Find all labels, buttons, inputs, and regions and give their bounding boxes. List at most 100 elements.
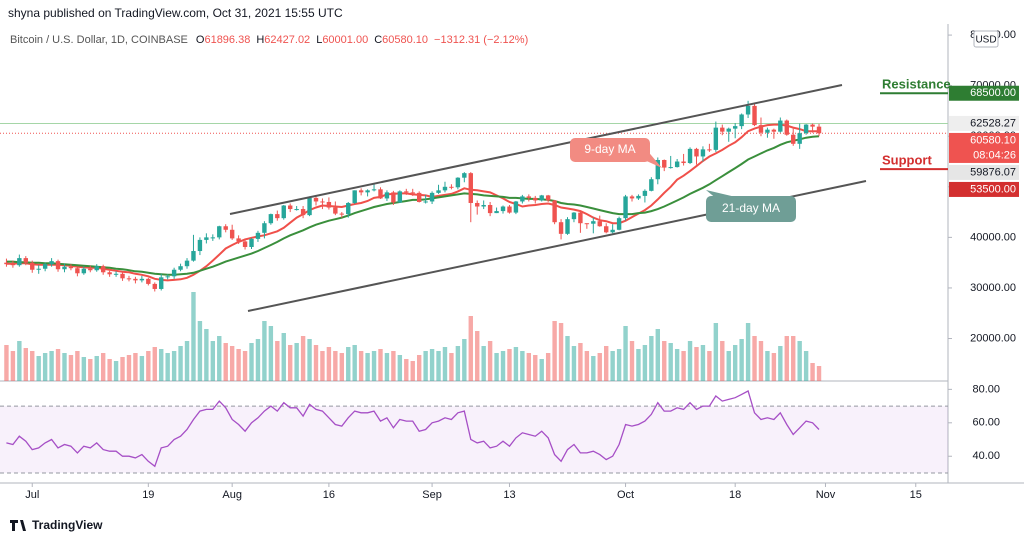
ohlc-value: 60001.00 xyxy=(322,34,368,46)
candle-body xyxy=(165,276,170,278)
volume-bar xyxy=(745,323,751,381)
candle-body xyxy=(810,124,815,127)
volume-bar xyxy=(442,347,448,381)
volume-bar xyxy=(571,346,577,381)
rsi-tick-label: 40.00 xyxy=(972,450,1000,462)
volume-bar xyxy=(642,345,648,381)
candle-body xyxy=(674,161,680,168)
volume-bar xyxy=(436,351,441,381)
volume-bar xyxy=(236,349,241,381)
candle-body xyxy=(681,161,686,164)
logo-icon xyxy=(10,520,26,531)
candle-body xyxy=(816,126,822,134)
candle-body xyxy=(159,277,164,289)
candle-body xyxy=(726,128,731,132)
candle-body xyxy=(397,191,403,203)
volume-bar xyxy=(604,346,609,381)
volume-bar xyxy=(165,353,170,381)
volume-bar xyxy=(455,346,461,381)
volume-bar xyxy=(320,351,325,381)
candle-body xyxy=(204,237,209,240)
candle-body xyxy=(249,238,254,247)
candle-body xyxy=(610,229,615,233)
volume-bar xyxy=(42,353,48,381)
candle-body xyxy=(578,212,583,224)
publisher: shyna published on TradingView.com, Oct … xyxy=(8,6,343,20)
volume-bar xyxy=(365,353,370,381)
candle-body xyxy=(442,186,448,191)
candle-body xyxy=(642,190,648,196)
volume-bar xyxy=(539,359,544,381)
volume-bar xyxy=(197,321,203,381)
volume-bar xyxy=(681,351,686,381)
volume-bar xyxy=(268,326,274,381)
volume-bar xyxy=(281,333,286,381)
price-tag xyxy=(949,164,1019,180)
volume-bar xyxy=(591,356,596,381)
symbol: Bitcoin / U.S. Dollar, 1D, COINBASE xyxy=(10,34,188,46)
price-tag-label: 08:04:26 xyxy=(973,149,1016,161)
x-tick-label: Sep xyxy=(422,489,442,501)
y-tick-label: 40000.00 xyxy=(970,231,1016,243)
volume-bar xyxy=(462,339,467,381)
candle-body xyxy=(513,201,519,213)
price-tag xyxy=(949,85,1019,101)
volume-bar xyxy=(107,359,112,381)
volume-bar xyxy=(429,349,435,381)
volume-bar xyxy=(352,345,357,381)
volume-bar xyxy=(475,331,480,381)
annotation-box xyxy=(570,138,650,162)
candle-body xyxy=(365,190,370,193)
price-tag-label: 60580.10 xyxy=(970,134,1016,146)
volume-bar xyxy=(178,346,183,381)
volume-bar xyxy=(520,351,525,381)
candle-body xyxy=(423,201,428,203)
candle-body xyxy=(217,226,222,238)
candle-body xyxy=(449,186,454,188)
volume-bar xyxy=(307,339,312,381)
candle-body xyxy=(797,133,802,144)
candle-body xyxy=(75,268,80,274)
candle-body xyxy=(436,190,441,193)
volume-bar xyxy=(23,348,28,381)
footer-logo: TradingView xyxy=(10,518,103,532)
volume-bar xyxy=(797,341,802,381)
ma-annotation: 21-day MA xyxy=(706,190,796,222)
volume-bar xyxy=(313,345,319,381)
volume-bar xyxy=(732,345,738,381)
volume-bar xyxy=(810,363,815,381)
candle-body xyxy=(494,211,499,214)
candle-body xyxy=(307,197,312,216)
volume-bar xyxy=(346,347,351,381)
volume-bar xyxy=(10,351,16,381)
volume-bar xyxy=(191,292,196,381)
candle-body xyxy=(68,266,74,269)
candle-body xyxy=(468,173,473,203)
ohlc-value: 62427.02 xyxy=(264,34,310,46)
annotation-text: 9-day MA xyxy=(584,142,635,156)
candle-body xyxy=(429,192,435,202)
candle-body xyxy=(146,278,151,284)
candle-body xyxy=(139,278,145,281)
volume-bar xyxy=(778,346,783,381)
candle-body xyxy=(784,120,789,135)
candle-body xyxy=(539,195,544,201)
candle-body xyxy=(55,261,61,270)
candle-body xyxy=(42,264,48,269)
candle-body xyxy=(765,129,770,133)
volume-bar xyxy=(655,329,660,381)
volume-bar xyxy=(113,361,119,381)
moving-average xyxy=(6,135,820,276)
volume-bar xyxy=(300,336,306,381)
volume-bar xyxy=(739,339,744,381)
volume-bar xyxy=(449,353,454,381)
volume-bar xyxy=(668,343,673,381)
candle-body xyxy=(668,167,673,169)
rsi-band xyxy=(0,406,948,473)
candle-body xyxy=(107,272,112,275)
candle-body xyxy=(700,149,706,157)
candle-body xyxy=(88,268,93,271)
volume-bar xyxy=(68,355,74,381)
candle-body xyxy=(178,266,183,270)
